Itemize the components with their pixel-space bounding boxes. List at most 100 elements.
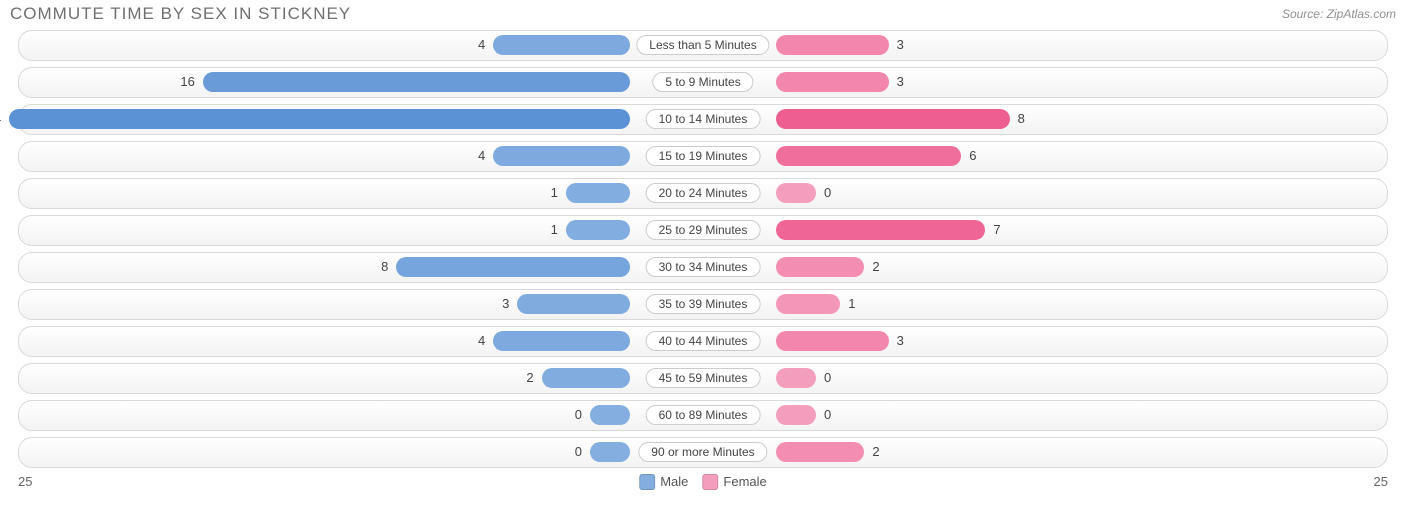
- male-value: 0: [575, 401, 582, 429]
- row-female-half: 0: [703, 179, 1387, 208]
- legend-male: Male: [639, 474, 688, 490]
- row-male-half: 24: [19, 105, 703, 134]
- male-value: 1: [551, 179, 558, 207]
- category-pill: 15 to 19 Minutes: [646, 146, 761, 166]
- male-bar: [566, 183, 630, 203]
- female-bar: [776, 368, 816, 388]
- female-bar: [776, 146, 961, 166]
- male-value: 24: [0, 105, 1, 133]
- chart-row: 4 6 15 to 19 Minutes: [18, 141, 1388, 172]
- male-value: 16: [180, 68, 194, 96]
- row-female-half: 2: [703, 438, 1387, 467]
- chart-row: 2 0 45 to 59 Minutes: [18, 363, 1388, 394]
- female-value: 6: [969, 142, 976, 170]
- female-value: 1: [848, 290, 855, 318]
- female-bar: [776, 72, 889, 92]
- male-value: 2: [526, 364, 533, 392]
- category-pill: 25 to 29 Minutes: [646, 220, 761, 240]
- row-female-half: 6: [703, 142, 1387, 171]
- legend: Male Female: [639, 474, 767, 490]
- legend-female: Female: [702, 474, 766, 490]
- commute-chart: COMMUTE TIME BY SEX IN STICKNEY Source: …: [0, 0, 1406, 522]
- male-bar: [517, 294, 630, 314]
- chart-row: 4 340 to 44 Minutes: [18, 326, 1388, 357]
- female-bar: [776, 220, 985, 240]
- legend-male-label: Male: [660, 474, 688, 489]
- chart-row: 8 230 to 34 Minutes: [18, 252, 1388, 283]
- female-bar: [776, 109, 1010, 129]
- male-bar: [9, 109, 630, 129]
- male-value: 3: [502, 290, 509, 318]
- male-value: 4: [478, 31, 485, 59]
- female-bar: [776, 257, 864, 277]
- female-value: 8: [1018, 105, 1025, 133]
- source-label: Source: ZipAtlas.com: [1282, 4, 1396, 21]
- row-female-half: 1: [703, 290, 1387, 319]
- male-value: 4: [478, 142, 485, 170]
- male-swatch-icon: [639, 474, 655, 490]
- female-value: 2: [872, 438, 879, 466]
- row-female-half: 0: [703, 401, 1387, 430]
- female-bar: [776, 331, 889, 351]
- female-value: 0: [824, 401, 831, 429]
- female-value: 0: [824, 364, 831, 392]
- row-female-half: 8: [703, 105, 1387, 134]
- category-pill: 20 to 24 Minutes: [646, 183, 761, 203]
- female-value: 7: [993, 216, 1000, 244]
- male-bar: [566, 220, 630, 240]
- row-male-half: 1: [19, 179, 703, 208]
- category-pill: 5 to 9 Minutes: [652, 72, 753, 92]
- chart-row: 4 3 Less than 5 Minutes: [18, 30, 1388, 61]
- male-value: 4: [478, 327, 485, 355]
- row-male-half: 4: [19, 142, 703, 171]
- female-bar: [776, 183, 816, 203]
- female-swatch-icon: [702, 474, 718, 490]
- row-female-half: 2: [703, 253, 1387, 282]
- row-male-half: 0: [19, 438, 703, 467]
- male-bar: [590, 405, 630, 425]
- axis-left-max: 25: [18, 474, 32, 489]
- legend-female-label: Female: [723, 474, 766, 489]
- row-male-half: 4: [19, 31, 703, 60]
- chart-row: 24 8 10 to 14 Minutes: [18, 104, 1388, 135]
- row-female-half: 3: [703, 327, 1387, 356]
- row-male-half: 4: [19, 327, 703, 356]
- category-pill: 60 to 89 Minutes: [646, 405, 761, 425]
- male-bar: [542, 368, 630, 388]
- female-bar: [776, 405, 816, 425]
- header-row: COMMUTE TIME BY SEX IN STICKNEY Source: …: [0, 0, 1406, 24]
- female-value: 3: [897, 31, 904, 59]
- row-female-half: 0: [703, 364, 1387, 393]
- row-male-half: 16: [19, 68, 703, 97]
- chart-row: 16 3 5 to 9 Minutes: [18, 67, 1388, 98]
- row-male-half: 8: [19, 253, 703, 282]
- row-male-half: 3: [19, 290, 703, 319]
- female-bar: [776, 35, 889, 55]
- category-pill: 45 to 59 Minutes: [646, 368, 761, 388]
- category-pill: 40 to 44 Minutes: [646, 331, 761, 351]
- footer-row: 25 Male Female 25: [18, 474, 1388, 489]
- male-value: 8: [381, 253, 388, 281]
- row-female-half: 7: [703, 216, 1387, 245]
- male-bar: [493, 35, 630, 55]
- chart-title: COMMUTE TIME BY SEX IN STICKNEY: [10, 4, 351, 24]
- category-pill: 30 to 34 Minutes: [646, 257, 761, 277]
- female-value: 3: [897, 68, 904, 96]
- female-bar: [776, 442, 864, 462]
- chart-row: 1 0 20 to 24 Minutes: [18, 178, 1388, 209]
- category-pill: Less than 5 Minutes: [636, 35, 769, 55]
- row-male-half: 2: [19, 364, 703, 393]
- chart-row: 0 0 60 to 89 Minutes: [18, 400, 1388, 431]
- category-pill: 10 to 14 Minutes: [646, 109, 761, 129]
- row-female-half: 3: [703, 31, 1387, 60]
- row-female-half: 3: [703, 68, 1387, 97]
- male-bar: [396, 257, 630, 277]
- male-value: 0: [575, 438, 582, 466]
- row-male-half: 0: [19, 401, 703, 430]
- category-pill: 90 or more Minutes: [638, 442, 767, 462]
- chart-row: 3135 to 39 Minutes: [18, 289, 1388, 320]
- chart-row: 1725 to 29 Minutes: [18, 215, 1388, 246]
- plot-area: 43Less than 5 Minutes1635 to 9 Minutes24…: [18, 30, 1388, 468]
- female-value: 0: [824, 179, 831, 207]
- male-bar: [493, 331, 630, 351]
